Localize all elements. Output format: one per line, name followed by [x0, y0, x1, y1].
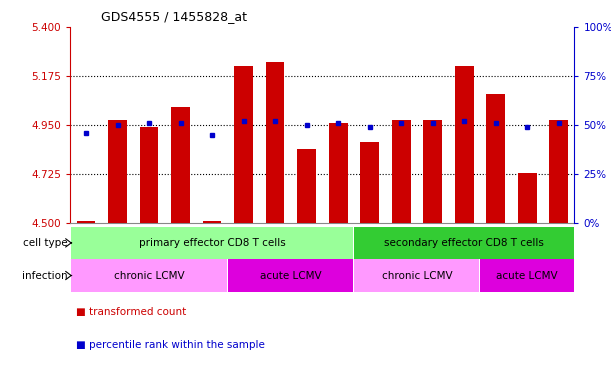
Bar: [171, 108, 190, 223]
Bar: [354, 259, 479, 292]
Bar: [234, 66, 253, 223]
Bar: [76, 220, 95, 223]
Bar: [455, 66, 474, 223]
Text: chronic LCMV: chronic LCMV: [381, 270, 452, 281]
Bar: [360, 142, 379, 223]
Bar: [108, 121, 127, 223]
Bar: [139, 127, 158, 223]
Text: acute LCMV: acute LCMV: [260, 270, 321, 281]
Text: acute LCMV: acute LCMV: [496, 270, 558, 281]
Text: secondary effector CD8 T cells: secondary effector CD8 T cells: [384, 238, 544, 248]
Bar: [354, 227, 574, 259]
Bar: [518, 173, 536, 223]
Bar: [229, 259, 353, 292]
Bar: [266, 62, 285, 223]
Text: GDS4555 / 1455828_at: GDS4555 / 1455828_at: [101, 10, 247, 23]
Text: chronic LCMV: chronic LCMV: [114, 270, 185, 281]
Bar: [203, 220, 221, 223]
Bar: [480, 259, 574, 292]
Bar: [392, 121, 411, 223]
Bar: [329, 122, 348, 223]
Bar: [486, 94, 505, 223]
Text: infection: infection: [21, 270, 67, 281]
Text: ■ transformed count: ■ transformed count: [76, 307, 186, 317]
Text: cell type: cell type: [23, 238, 67, 248]
Bar: [297, 149, 316, 223]
Bar: [71, 227, 353, 259]
Text: ■ percentile rank within the sample: ■ percentile rank within the sample: [76, 340, 265, 350]
Text: primary effector CD8 T cells: primary effector CD8 T cells: [139, 238, 285, 248]
Bar: [423, 121, 442, 223]
Bar: [71, 259, 227, 292]
Bar: [549, 121, 568, 223]
